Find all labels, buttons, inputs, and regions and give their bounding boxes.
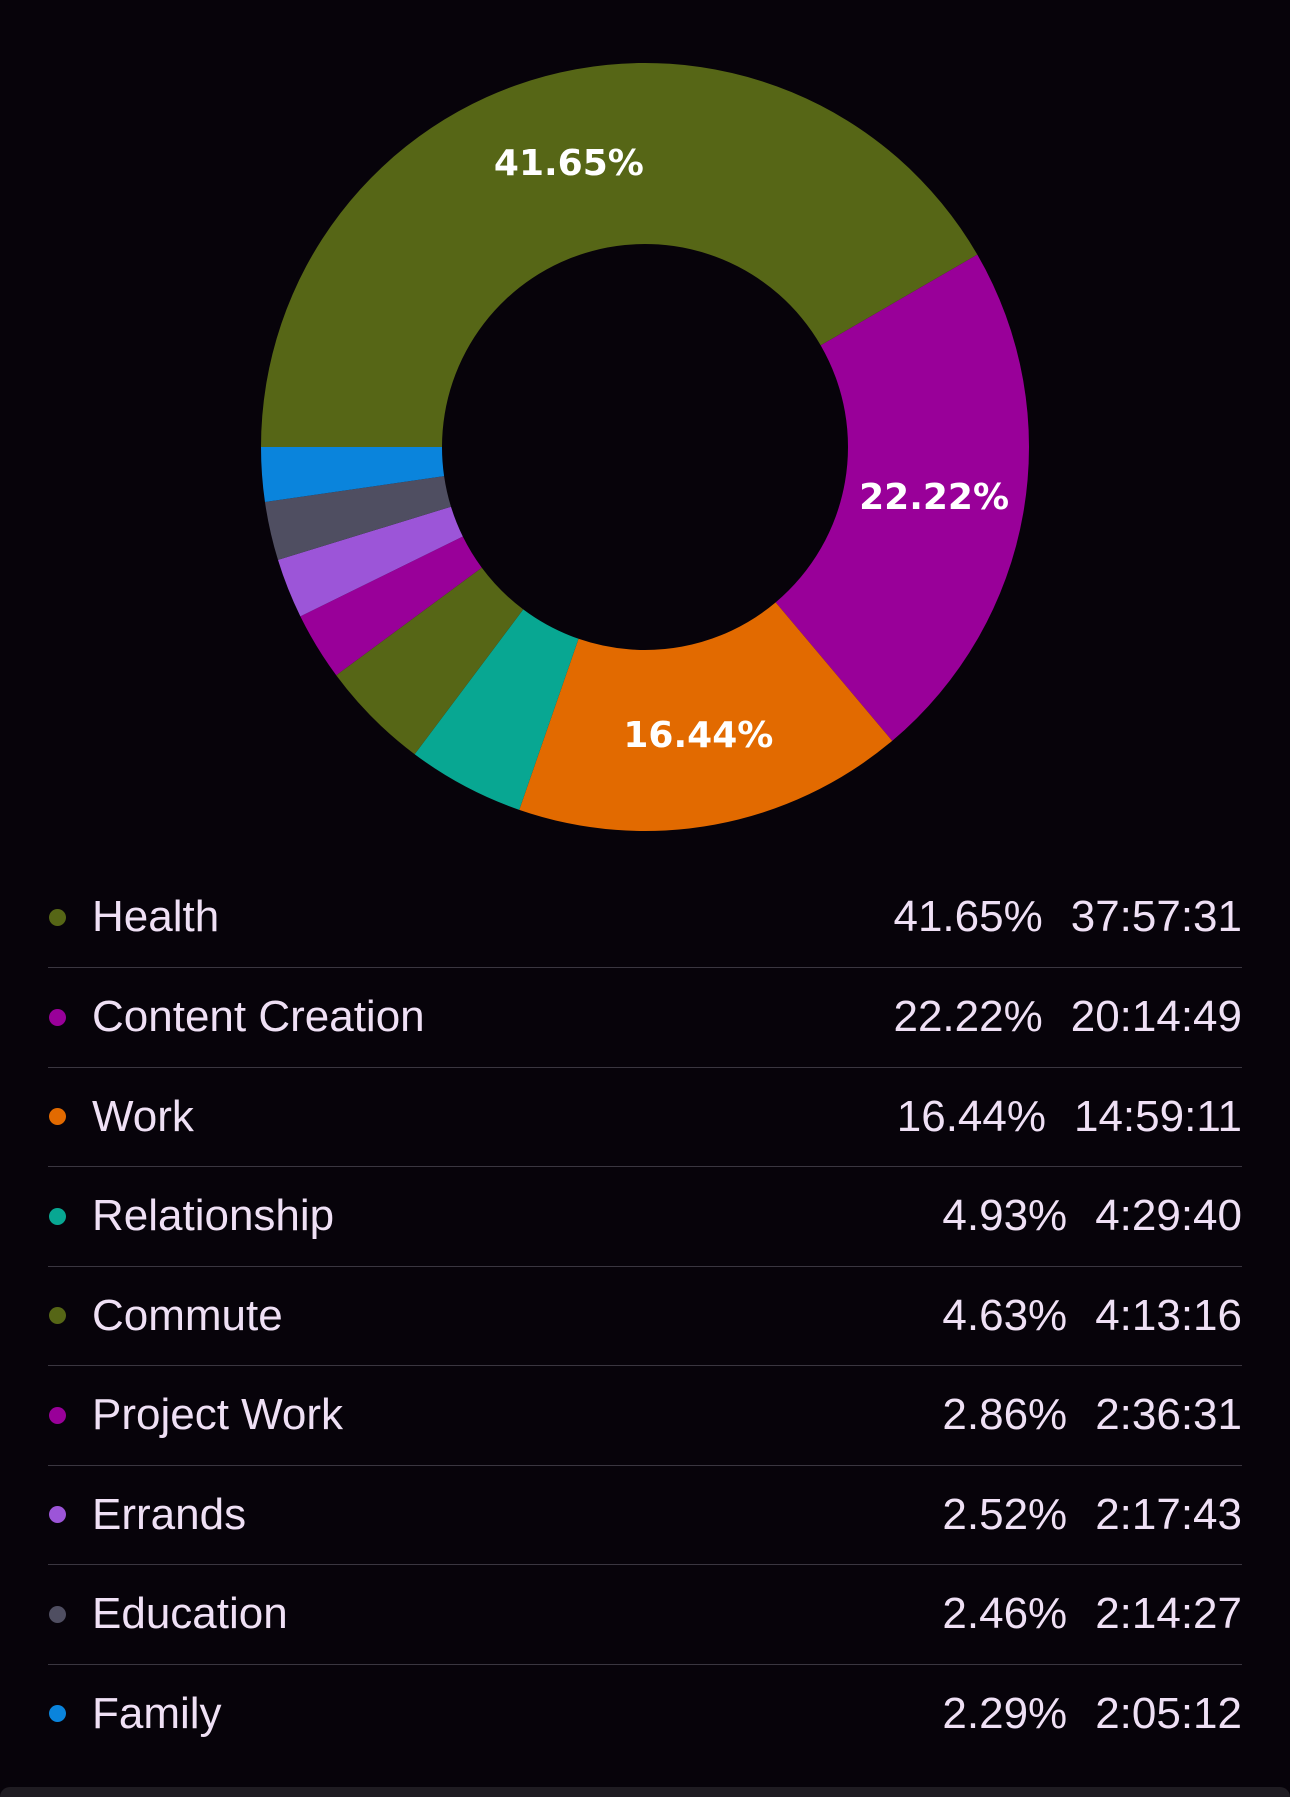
slice-commute[interactable] [336,567,524,755]
category-percent: 2.46% [942,1589,1068,1639]
slice-label: 16.44% [623,715,773,756]
category-label: Relationship [92,1191,335,1241]
category-duration: 2:17:43 [1095,1489,1242,1539]
category-percent: 41.65% [893,892,1043,941]
slice-family[interactable] [261,447,445,503]
category-duration: 2:05:12 [1095,1688,1242,1738]
category-percent: 4.93% [942,1191,1068,1241]
legend-row[interactable]: Family 2.29% 2:05:12 [48,1663,1242,1764]
category-label: Errands [92,1489,247,1539]
donut-chart: 41.65% 22.22% 16.44% [261,62,1029,831]
slice-health[interactable] [261,62,978,447]
category-duration: 14:59:11 [1073,1091,1242,1141]
color-dot-icon [49,1506,66,1524]
slice-project-work[interactable] [300,536,482,676]
category-duration: 2:14:27 [1095,1589,1242,1639]
legend-row[interactable]: Project Work 2.86% 2:36:31 [48,1365,1242,1465]
legend-row[interactable]: Health 41.65% 37:57:31 [48,867,1242,967]
category-percent: 2.86% [942,1390,1068,1440]
slice-errands[interactable] [277,506,463,617]
category-label: Project Work [92,1390,344,1440]
color-dot-icon [49,908,66,926]
color-dot-icon [49,1605,66,1623]
category-percent: 16.44% [896,1091,1046,1141]
legend-list: Health 41.65% 37:57:31 Content Creation … [48,867,1242,1763]
category-label: Family [92,1688,222,1738]
legend-row[interactable]: Commute 4.63% 4:13:16 [48,1265,1242,1366]
legend-row[interactable]: Content Creation 22.22% 20:14:49 [48,967,1242,1067]
category-duration: 37:57:31 [1070,892,1242,941]
legend-row[interactable]: Errands 2.52% 2:17:43 [48,1464,1242,1565]
slice-content-creation[interactable] [775,254,1029,741]
legend-row[interactable]: Education 2.46% 2:14:27 [48,1564,1242,1664]
category-duration: 4:29:40 [1095,1191,1242,1241]
category-label: Content Creation [92,992,425,1042]
legend-row[interactable]: Work 16.44% 14:59:11 [48,1066,1242,1167]
color-dot-icon [49,1307,66,1325]
slice-relationship[interactable] [414,609,579,810]
slice-label: 41.65% [494,143,644,184]
color-dot-icon [49,1406,66,1424]
category-percent: 2.29% [942,1688,1068,1738]
category-duration: 4:13:16 [1095,1290,1242,1340]
category-duration: 2:36:31 [1095,1390,1242,1440]
color-dot-icon [49,1705,66,1723]
legend-row[interactable]: Relationship 4.93% 4:29:40 [48,1166,1242,1266]
category-label: Commute [92,1290,283,1340]
bottom-panel [0,1787,1290,1797]
color-dot-icon [49,1108,66,1126]
slice-label: 22.22% [859,477,1009,518]
category-percent: 4.63% [942,1290,1068,1340]
category-percent: 2.52% [942,1489,1068,1539]
color-dot-icon [49,1008,66,1026]
category-label: Health [92,892,220,941]
category-percent: 22.22% [893,992,1043,1042]
slice-work[interactable] [519,602,893,831]
slice-education[interactable] [264,476,451,560]
category-label: Work [92,1091,194,1141]
color-dot-icon [49,1207,66,1225]
category-duration: 20:14:49 [1070,992,1242,1042]
category-label: Education [92,1589,288,1639]
